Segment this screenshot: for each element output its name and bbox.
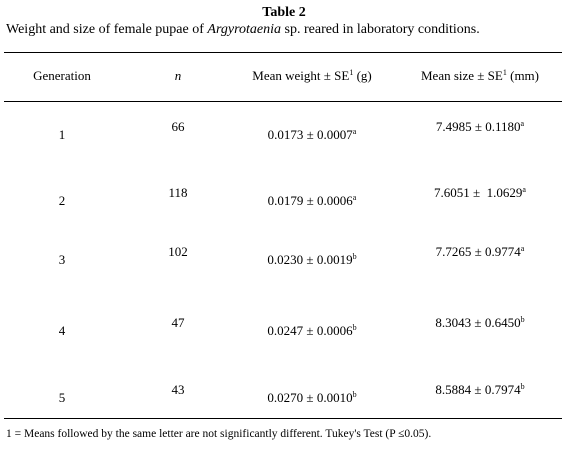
top-rule — [4, 52, 562, 53]
superscript: a — [352, 127, 357, 136]
superscript: 1 — [349, 68, 354, 77]
table-cell-text: 8.3043 ± 0.6450 — [435, 315, 521, 330]
superscript: a — [352, 193, 357, 202]
table-cell: 0.0247 ± 0.0006b — [267, 323, 356, 339]
table-cell-text: 2 — [58, 193, 66, 208]
superscript: b — [520, 315, 525, 324]
header-cell-unit: (mm) — [506, 68, 540, 83]
table-cell-text: 7.6051 ± 1.0629 — [434, 185, 523, 200]
table-cell-text: 0.0247 ± 0.0006 — [267, 323, 353, 338]
table-cell-text: 0.0230 ± 0.0019 — [267, 252, 353, 267]
superscript: b — [352, 252, 357, 261]
superscript: a — [520, 244, 525, 253]
table-cell: 66 — [172, 119, 185, 135]
table-cell: 0.0173 ± 0.0007a — [268, 127, 357, 143]
table-cell: 4 — [59, 323, 66, 339]
superscript: 1 — [502, 68, 507, 77]
table-cell-text: 66 — [171, 119, 185, 134]
header-cell: Generation — [33, 68, 91, 84]
caption-text: Weight and size of female pupae of — [6, 22, 208, 37]
table-cell-text: 5 — [58, 390, 66, 405]
table-cell-text: 7.7265 ± 0.9774 — [435, 244, 521, 259]
header-cell-unit: (g) — [353, 68, 372, 83]
table-cell: 3 — [59, 252, 66, 268]
header-cell-text: Mean size ± SE — [420, 68, 503, 83]
header-cell: Mean size ± SE1 (mm) — [421, 68, 539, 84]
header-cell: n — [175, 68, 182, 84]
header-cell: Mean weight ± SE1 (g) — [252, 68, 371, 84]
table-cell: 0.0270 ± 0.0010b — [267, 390, 356, 406]
table-cell-text: 3 — [58, 252, 66, 267]
table-title: Table 2 — [262, 5, 306, 20]
table-cell: 102 — [168, 244, 188, 260]
table-cell: 0.0230 ± 0.0019b — [267, 252, 356, 268]
table-cell-text: 43 — [171, 382, 185, 397]
table-cell-text: 4 — [58, 323, 66, 338]
header-rule — [4, 101, 562, 102]
table-cell-text: 0.0179 ± 0.0006 — [267, 193, 353, 208]
header-cell-text: n — [174, 68, 182, 83]
table-cell-text: 47 — [171, 315, 185, 330]
table-cell: 47 — [172, 315, 185, 331]
superscript: b — [352, 390, 357, 399]
header-cell-text: Mean weight ± SE — [252, 68, 350, 83]
superscript: a — [522, 185, 526, 194]
caption-genus: Argyrotaenia — [207, 22, 282, 37]
table-cell: 7.4985 ± 0.1180a — [436, 119, 524, 135]
table-cell-text: 0.0270 ± 0.0010 — [267, 390, 353, 405]
header-cell-text: Generation — [33, 68, 91, 83]
table-cell: 8.3043 ± 0.6450b — [435, 315, 524, 331]
table-cell: 7.6051 ± 1.0629a — [434, 185, 526, 201]
superscript: a — [520, 119, 525, 128]
table-cell: 2 — [59, 193, 66, 209]
footnote: 1 = Means followed by the same letter ar… — [6, 428, 432, 440]
superscript: b — [352, 323, 357, 332]
table-cell: 43 — [172, 382, 185, 398]
table-cell: 8.5884 ± 0.7974b — [435, 382, 524, 398]
table-cell-text: 0.0173 ± 0.0007 — [267, 127, 353, 142]
table-cell-text: 8.5884 ± 0.7974 — [435, 382, 521, 397]
table-cell: 1 — [59, 127, 66, 143]
caption-text: sp. reared in laboratory conditions. — [281, 22, 480, 37]
table-cell-text: 7.4985 ± 0.1180 — [435, 119, 521, 134]
table-cell: 0.0179 ± 0.0006a — [268, 193, 357, 209]
table-cell: 7.7265 ± 0.9774a — [436, 244, 525, 260]
table-cell: 5 — [59, 390, 66, 406]
table-cell-text: 102 — [168, 244, 188, 259]
table-caption: Weight and size of female pupae of Argyr… — [6, 22, 480, 38]
superscript: b — [520, 382, 525, 391]
table-cell: 118 — [168, 185, 187, 201]
table-cell-text: 1 — [58, 127, 66, 142]
bottom-rule — [4, 418, 562, 419]
table-cell-text: 118 — [168, 185, 188, 200]
